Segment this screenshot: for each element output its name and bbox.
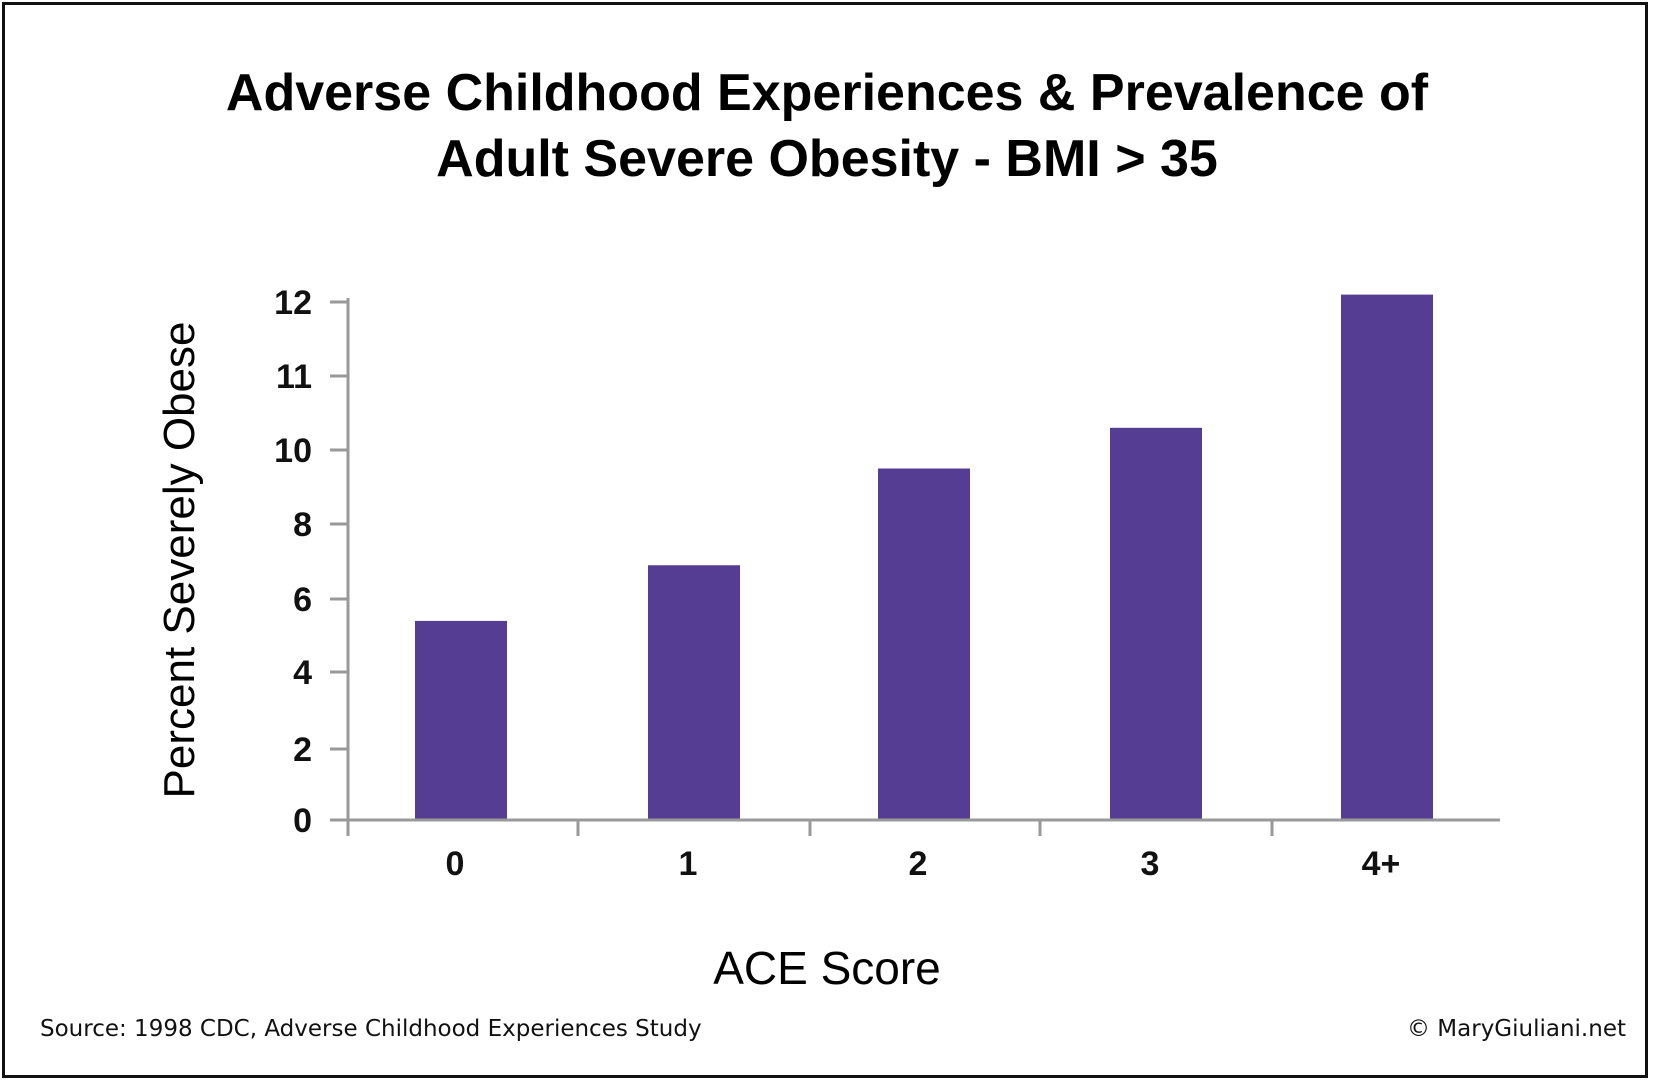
axes-layer: [330, 298, 1500, 834]
y-ticks: 0 2 4 6 8 10 11 12: [274, 284, 348, 840]
y-tick-label: 10: [274, 432, 312, 470]
bar-ace-1: [648, 565, 740, 820]
y-tick-label: 4: [293, 654, 312, 692]
x-tick-label: 1: [679, 845, 698, 883]
y-tick-label: 12: [274, 284, 312, 322]
bar-ace-3: [1110, 427, 1202, 820]
y-tick-label: 8: [293, 506, 312, 544]
y-tick-label: 6: [293, 581, 312, 619]
copyright-note: © MaryGiuliani.net: [1406, 1016, 1626, 1042]
y-tick-label: 11: [276, 358, 312, 396]
chart-title-line-2: Adult Severe Obesity - BMI > 35: [436, 130, 1218, 188]
x-axis-label: ACE Score: [713, 942, 941, 994]
x-tick-label: 2: [909, 845, 928, 883]
bar-ace-2: [878, 468, 970, 820]
x-tick-label: 4+: [1362, 845, 1401, 883]
x-ticks: 0 1 2 3 4+: [346, 820, 1401, 883]
x-tick-label: 3: [1141, 845, 1160, 883]
bars-layer: [415, 294, 1433, 821]
x-tick-label: 0: [446, 845, 465, 883]
y-tick-label: 2: [293, 731, 312, 769]
bar-ace-4plus: [1341, 294, 1433, 821]
bar-ace-0: [415, 620, 507, 820]
chart-title: Adverse Childhood Experiences & Prevalen…: [0, 60, 1654, 192]
chart-title-line-1: Adverse Childhood Experiences & Prevalen…: [225, 64, 1429, 122]
source-note: Source: 1998 CDC, Adverse Childhood Expe…: [40, 1016, 702, 1042]
y-axis-label: Percent Severely Obese: [155, 322, 204, 799]
y-tick-label: 0: [293, 802, 312, 840]
